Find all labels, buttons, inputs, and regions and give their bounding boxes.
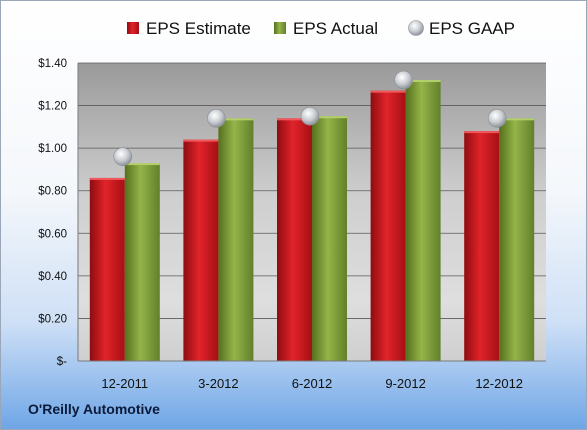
y-tick-label: $0.60: [38, 228, 67, 240]
x-axis: 12-2011 3-2012 6-2012 9-2012 12-2012: [78, 360, 546, 391]
x-tick-label: 3-2012: [198, 376, 238, 391]
eps-estimate-bar-top: [464, 131, 500, 134]
y-tick-label: $0.40: [38, 271, 67, 283]
bars-layer: [89, 80, 535, 362]
eps-gaap-marker: [207, 109, 226, 128]
eps-estimate-bar-top: [370, 90, 406, 93]
legend-eps-actual-label: EPS Actual: [293, 19, 378, 38]
eps-actual-bar: [312, 116, 347, 361]
eps-estimate-bar: [464, 131, 500, 361]
legend-eps-actual-swatch: [274, 22, 286, 34]
y-tick-label: $-: [57, 356, 67, 368]
eps-estimate-bar-top: [277, 118, 312, 121]
y-tick-label: $1.40: [38, 58, 67, 70]
legend: EPS Estimate EPS Actual EPS GAAP: [127, 19, 515, 38]
eps-estimate-bar: [89, 177, 125, 361]
eps-gaap-marker: [113, 147, 133, 166]
eps-estimate-bar-top: [183, 139, 219, 142]
legend-eps-gaap-swatch: [408, 20, 424, 36]
y-axis: $- $0.20 $0.40 $0.60 $0.80 $1.00 $1.20 $1.40: [38, 58, 79, 368]
eps-actual-bar-top: [124, 163, 160, 166]
legend-eps-gaap-label: EPS GAAP: [429, 19, 515, 38]
eps-actual-bar-top: [405, 80, 441, 83]
eps-gaap-marker: [394, 70, 413, 90]
eps-actual-bar: [124, 163, 160, 361]
x-tick-label: 9-2012: [385, 376, 425, 391]
y-tick-label: $0.20: [38, 313, 67, 325]
x-tick-label: 12-2011: [101, 376, 148, 391]
eps-actual-bar: [405, 80, 441, 362]
company-name: O'Reilly Automotive: [28, 401, 160, 417]
x-tick-label: 6-2012: [292, 376, 332, 391]
eps-gaap-marker: [487, 109, 507, 128]
eps-gaap-marker: [300, 106, 320, 126]
y-tick-label: $0.80: [38, 186, 67, 198]
eps-actual-bar-top: [312, 116, 347, 119]
eps-actual-bar-top: [499, 118, 535, 121]
legend-eps-estimate-label: EPS Estimate: [146, 19, 251, 38]
eps-actual-bar-top: [218, 118, 254, 121]
gaap-markers-layer: [113, 70, 507, 166]
eps-estimate-bar: [370, 90, 406, 362]
eps-estimate-bar-top: [89, 177, 125, 180]
eps-estimate-bar: [277, 118, 312, 361]
y-tick-label: $1.00: [38, 143, 67, 155]
legend-eps-estimate-swatch: [127, 22, 139, 34]
eps-actual-bar: [499, 118, 535, 361]
eps-actual-bar: [218, 118, 254, 361]
x-tick-label: 12-2012: [475, 376, 523, 391]
y-tick-label: $1.20: [38, 101, 67, 113]
eps-estimate-bar: [183, 139, 219, 361]
